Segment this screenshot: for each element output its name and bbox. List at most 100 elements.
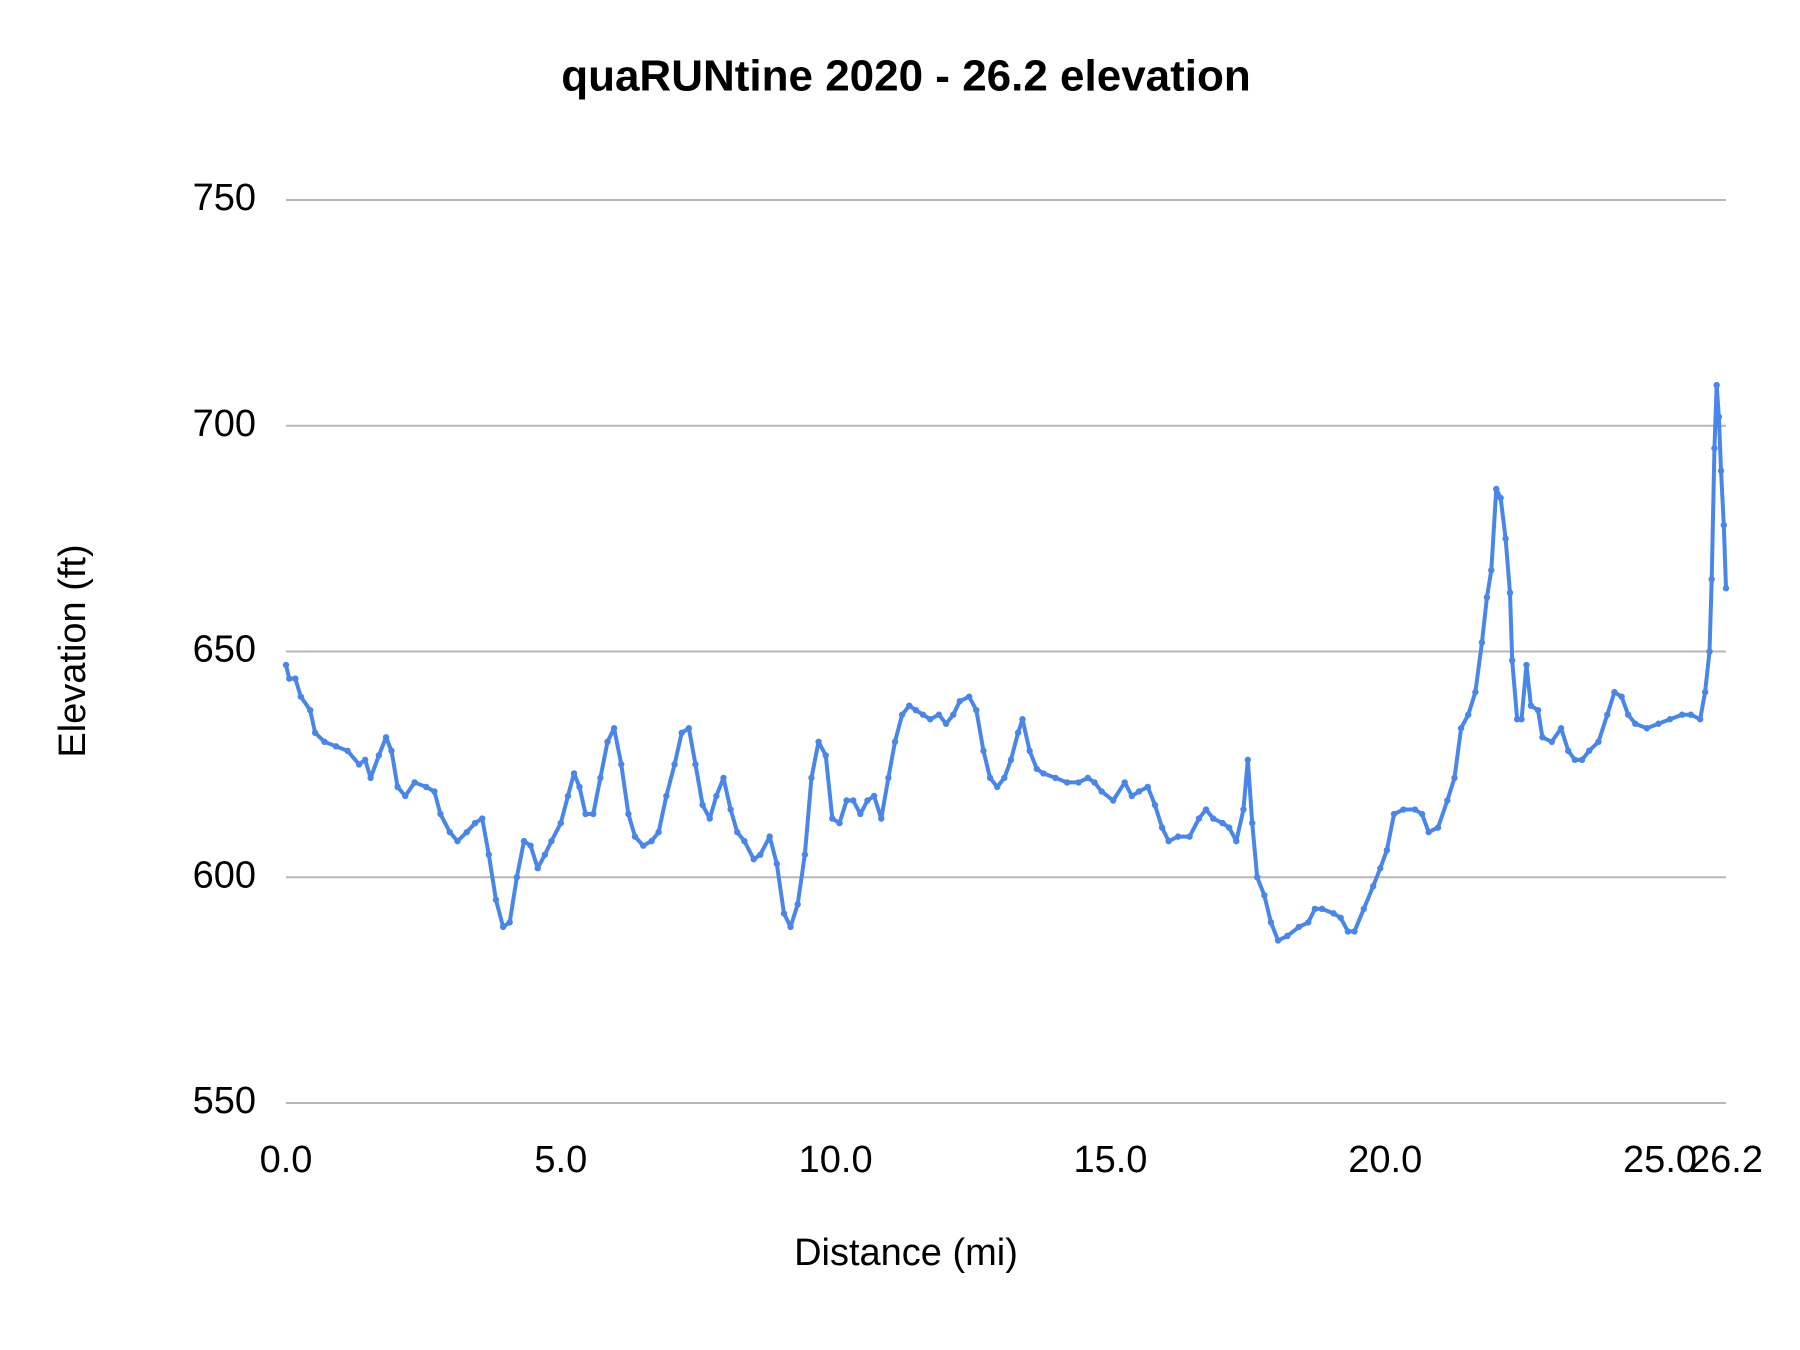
data-point	[766, 833, 773, 840]
data-point	[1330, 910, 1337, 917]
data-point	[282, 661, 290, 669]
data-point	[1493, 485, 1500, 493]
data-point	[394, 783, 401, 791]
data-point	[1033, 765, 1040, 773]
data-point	[1701, 688, 1709, 696]
data-point	[1624, 711, 1632, 718]
data-point	[355, 761, 363, 768]
data-point	[794, 901, 801, 908]
data-point	[1174, 833, 1182, 840]
data-point	[1539, 734, 1546, 741]
data-point	[321, 738, 328, 745]
data-point	[1497, 494, 1504, 502]
data-point	[570, 770, 578, 777]
y-tick-label: 700	[193, 403, 256, 445]
data-point	[843, 797, 850, 804]
data-point	[1186, 833, 1193, 840]
data-point	[678, 729, 685, 736]
data-point	[692, 761, 699, 768]
data-point	[1253, 874, 1261, 881]
data-point	[1534, 706, 1542, 714]
data-point	[479, 815, 486, 822]
data-point	[648, 837, 655, 845]
data-point	[1643, 725, 1651, 732]
data-point	[1075, 779, 1082, 786]
data-point	[950, 711, 957, 718]
data-point	[618, 761, 625, 768]
y-tick-label: 650	[193, 629, 256, 671]
data-point	[973, 706, 980, 714]
data-point	[1128, 792, 1136, 800]
data-point	[367, 774, 374, 782]
data-point	[1305, 919, 1312, 926]
data-point	[829, 815, 836, 822]
data-point	[431, 788, 438, 795]
data-point	[1233, 837, 1240, 845]
data-point	[1261, 892, 1268, 899]
data-point	[1026, 747, 1033, 755]
data-point	[1091, 779, 1098, 786]
data-point	[631, 833, 639, 840]
data-point	[720, 774, 727, 782]
data-point	[1715, 413, 1723, 420]
data-point	[1411, 806, 1419, 813]
data-point	[857, 810, 864, 818]
data-point	[1595, 738, 1602, 745]
data-point	[610, 725, 618, 732]
data-point	[1483, 594, 1491, 601]
x-tick-label: 20.0	[1348, 1139, 1422, 1181]
data-point	[1708, 576, 1715, 583]
x-tick-label: 15.0	[1073, 1139, 1147, 1181]
data-point	[1548, 738, 1555, 745]
x-tick-label: 26.2	[1689, 1139, 1763, 1181]
data-point	[663, 792, 670, 800]
data-point	[935, 711, 943, 718]
data-point	[437, 810, 444, 818]
data-point	[1109, 797, 1117, 804]
data-point	[1457, 725, 1465, 732]
data-point	[1717, 467, 1725, 475]
data-point	[1578, 756, 1586, 764]
data-point	[655, 828, 662, 836]
data-point	[1014, 729, 1022, 736]
data-point	[1337, 914, 1344, 922]
data-point	[706, 815, 713, 822]
data-point	[513, 874, 521, 881]
data-point	[1713, 381, 1720, 389]
data-point	[757, 851, 764, 858]
data-point	[292, 675, 299, 682]
data-point	[870, 792, 878, 800]
data-point	[1472, 688, 1479, 696]
data-point	[1478, 639, 1486, 646]
data-point	[506, 919, 513, 926]
data-point	[1344, 928, 1352, 935]
data-point	[463, 828, 471, 836]
data-point	[986, 774, 994, 782]
data-point	[926, 716, 934, 723]
data-point	[1295, 923, 1303, 931]
data-point	[1007, 756, 1015, 764]
data-point	[1632, 720, 1639, 727]
data-point	[446, 828, 453, 836]
data-point	[1318, 905, 1326, 913]
y-tick-label: 750	[193, 177, 256, 219]
data-point	[1451, 774, 1458, 782]
data-point	[604, 738, 611, 745]
data-point	[1604, 711, 1611, 718]
data-point	[1284, 932, 1291, 940]
data-point	[1506, 589, 1514, 597]
data-point	[994, 783, 1001, 791]
data-point	[885, 774, 892, 782]
data-point	[1434, 824, 1442, 831]
data-point	[1369, 883, 1377, 890]
data-point	[1488, 567, 1495, 574]
data-point	[1098, 788, 1105, 795]
data-point	[1040, 770, 1047, 777]
data-point	[773, 860, 781, 867]
data-point	[548, 837, 555, 845]
data-point	[1418, 810, 1426, 818]
data-point	[898, 711, 906, 718]
data-point	[520, 837, 528, 845]
data-point	[1557, 725, 1565, 732]
